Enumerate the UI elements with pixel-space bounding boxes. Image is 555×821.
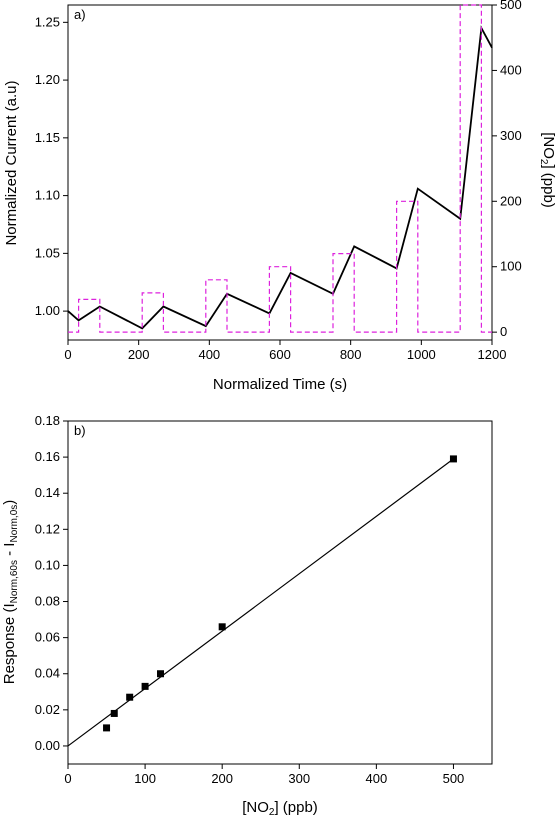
b-x-tick-label: 400 [366, 771, 388, 786]
a-y-tick-label: 1.00 [35, 303, 60, 318]
b-y-tick-label: 0.14 [35, 485, 60, 500]
y-label-sub1: Norm,60s [9, 560, 20, 603]
panel-b-chart: 0 100 200 300 400 500 0.00 0.02 0.04 0.06 0.08 0.1… [1, 413, 493, 818]
b-y-tick-label: 0.18 [35, 413, 60, 428]
panel-b-x-axis-label: [NO2] (ppb) [242, 799, 318, 818]
x-label-main: [NO [242, 799, 269, 816]
a-y2-tick-label: 300 [500, 128, 522, 143]
y2-label-sub: 2 [538, 159, 549, 165]
a-y-tick-label: 1.15 [35, 130, 60, 145]
panel-b-series [67, 455, 457, 747]
panel-b-y-ticks: 0.00 0.02 0.04 0.06 0.08 0.10 0.12 0.14 0.16 0.18 [35, 413, 68, 753]
data-point [103, 724, 111, 732]
normalized-current-line [67, 25, 493, 330]
data-point [110, 709, 118, 717]
a-y-tick-label: 1.05 [35, 245, 60, 260]
data-point [141, 682, 149, 690]
data-point [218, 623, 226, 631]
a-y2-tick-label: 500 [500, 0, 522, 12]
panel-a-x-ticks: 0 200 400 600 800 1000 1200 [64, 340, 506, 362]
panel-b-plot-frame [67, 420, 493, 765]
panel-a-chart: 0 200 400 600 800 1000 1200 1.001.051.101.151.… [3, 0, 555, 393]
a-y2-tick-label: 100 [500, 259, 522, 274]
panel-a-y-ticks: 1.00 1.05 1.10 1.15 1.20 1.25 [35, 14, 68, 318]
panel-a-plot-frame [67, 4, 493, 341]
b-y-tick-label: 0.00 [35, 738, 60, 753]
b-x-tick-label: 500 [443, 771, 465, 786]
panel-a-x-axis-label: Normalized Time (s) [213, 376, 347, 393]
y-label-sub2: Norm,0s [9, 505, 20, 543]
y-label-main: Response (I [1, 603, 18, 684]
y2-label-main: [NO [540, 132, 555, 159]
b-x-tick-label: 200 [211, 771, 233, 786]
a-y2-tick-label: 400 [500, 62, 522, 77]
a-x-tick-label: 200 [128, 347, 150, 362]
panel-a-y2-axis-label: [NO2] (ppb) [538, 132, 555, 208]
panel-a-y-axis-label: Normalized Current (a.u) [3, 80, 20, 245]
a-x-tick-label: 600 [269, 347, 291, 362]
a-y2-tick-label: 0 [500, 324, 507, 339]
panel-b-label: b) [74, 423, 86, 438]
b-y-tick-label: 0.08 [35, 594, 60, 609]
x-label-tail: ] (ppb) [274, 799, 317, 816]
a-y-tick-label: 1.25 [35, 14, 60, 29]
no2-concentration-line [68, 4, 492, 333]
b-y-tick-label: 0.04 [35, 666, 60, 681]
x-label-sub: 2 [269, 807, 275, 818]
b-x-tick-label: 0 [64, 771, 71, 786]
a-x-tick-label: 800 [340, 347, 362, 362]
b-y-tick-label: 0.10 [35, 557, 60, 572]
b-x-tick-label: 100 [134, 771, 156, 786]
a-x-tick-label: 0 [64, 347, 71, 362]
y-label-mid: - I [1, 543, 18, 561]
panel-b-x-ticks: 0 100 200 300 400 500 [64, 764, 464, 786]
b-x-tick-label: 300 [288, 771, 310, 786]
y2-label-tail: ] (ppb) [540, 164, 555, 207]
panel-a-label: a) [74, 7, 86, 22]
a-x-tick-label: 400 [198, 347, 220, 362]
a-y-tick-label: 1.20 [35, 72, 60, 87]
a-y2-tick-label: 200 [500, 193, 522, 208]
panel-a-y2-ticks: 0 100 200 300 400 500 [492, 0, 522, 339]
data-point [157, 670, 165, 678]
panel-b-y-axis-label: Response (INorm,60s - INorm,0s) [1, 500, 20, 685]
panel-a-series [67, 4, 493, 333]
b-y-tick-label: 0.06 [35, 630, 60, 645]
data-point [126, 693, 134, 701]
b-y-tick-label: 0.02 [35, 702, 60, 717]
y-label-tail: ) [1, 500, 18, 505]
b-y-tick-label: 0.16 [35, 449, 60, 464]
a-x-tick-label: 1200 [478, 347, 507, 362]
a-x-tick-label: 1000 [407, 347, 436, 362]
b-y-tick-label: 0.12 [35, 521, 60, 536]
linear-fit-line [67, 458, 454, 747]
a-y-tick-label: 1.10 [35, 188, 60, 203]
data-point [449, 455, 457, 463]
